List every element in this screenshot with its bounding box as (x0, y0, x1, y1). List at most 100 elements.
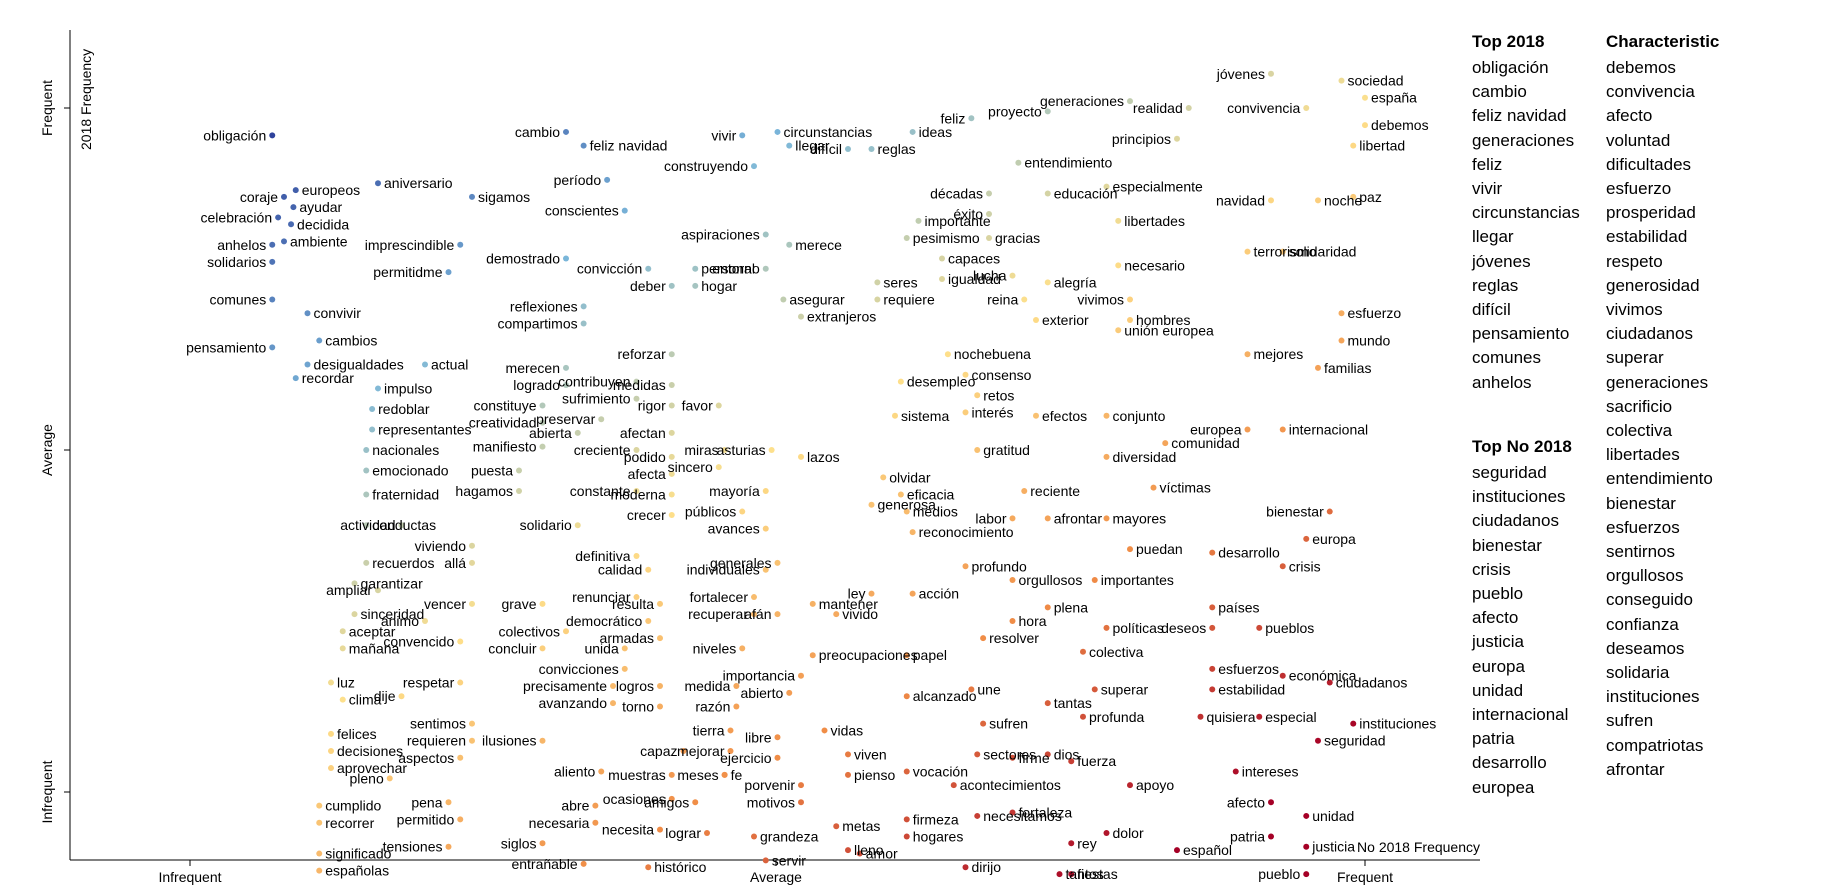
data-point[interactable] (469, 559, 475, 566)
data-point[interactable] (668, 402, 675, 409)
word-label[interactable]: apoyo (1136, 777, 1174, 793)
word-label[interactable]: aspiraciones (681, 227, 760, 243)
word-label[interactable]: especial (1265, 709, 1316, 725)
word-label[interactable]: interés (972, 404, 1014, 420)
data-point[interactable] (1015, 159, 1022, 166)
data-point[interactable] (1338, 77, 1345, 84)
word-label[interactable]: gratitud (983, 442, 1030, 458)
word-label[interactable]: importantes (1101, 572, 1174, 588)
data-point[interactable] (786, 241, 793, 248)
word-label[interactable]: sinceridad (361, 606, 425, 622)
word-label[interactable]: afectan (620, 425, 666, 441)
word-label[interactable]: igualdad (948, 271, 1001, 287)
word-label[interactable]: sincero (668, 459, 713, 475)
data-point[interactable] (845, 847, 851, 854)
data-point[interactable] (1315, 737, 1321, 744)
data-point[interactable] (668, 771, 675, 778)
word-label[interactable]: vivimos (1077, 292, 1124, 308)
word-label[interactable]: colectiva (1089, 644, 1144, 660)
data-point[interactable] (457, 679, 464, 686)
list-item[interactable]: europa (1472, 656, 1525, 676)
data-point[interactable] (288, 221, 295, 228)
list-item[interactable]: generaciones (1472, 130, 1575, 150)
word-label[interactable]: dije (374, 688, 396, 704)
word-label[interactable]: quisiera (1207, 709, 1256, 725)
word-label[interactable]: alegría (1054, 274, 1097, 290)
word-label[interactable]: resolver (989, 630, 1039, 646)
data-point[interactable] (1256, 713, 1263, 720)
word-label[interactable]: unión europea (1124, 322, 1214, 338)
data-point[interactable] (580, 860, 587, 867)
word-label[interactable]: renunciar (572, 589, 631, 605)
data-point[interactable] (668, 795, 675, 802)
word-label[interactable]: firme (1019, 750, 1050, 766)
list-item[interactable]: jóvenes (1472, 251, 1531, 271)
data-point[interactable] (1362, 94, 1368, 101)
word-label[interactable]: requiere (883, 292, 935, 308)
word-label[interactable]: familias (1324, 360, 1371, 376)
data-point[interactable] (369, 405, 376, 412)
list-item[interactable]: solidaria (1606, 663, 1670, 683)
word-label[interactable]: nochebuena (954, 346, 1031, 362)
data-point[interactable] (592, 802, 599, 809)
word-label[interactable]: viviendo (415, 538, 467, 554)
word-label[interactable]: vidas (831, 722, 864, 738)
word-label[interactable]: necesita (602, 822, 654, 838)
word-label[interactable]: porvenir (744, 777, 795, 793)
word-label[interactable]: coraje (240, 189, 278, 205)
word-label[interactable]: europea (1190, 421, 1242, 437)
word-label[interactable]: internacional (1289, 421, 1368, 437)
data-point[interactable] (1068, 840, 1075, 847)
data-point[interactable] (1232, 768, 1239, 775)
word-label[interactable]: ciudadanos (1336, 675, 1408, 691)
word-label[interactable]: necesario (1124, 257, 1185, 273)
data-point[interactable] (304, 361, 311, 368)
data-point[interactable] (833, 611, 840, 618)
word-label[interactable]: realidad (1133, 100, 1183, 116)
word-label[interactable]: eficacia (907, 486, 955, 502)
data-point[interactable] (733, 682, 740, 689)
data-point[interactable] (1009, 618, 1016, 624)
data-point[interactable] (915, 217, 922, 224)
word-label[interactable]: efectos (1042, 408, 1087, 424)
data-point[interactable] (1350, 193, 1357, 200)
data-point[interactable] (375, 180, 381, 187)
word-label[interactable]: recuperar (688, 606, 748, 622)
word-label[interactable]: entendimiento (1024, 155, 1112, 171)
word-label[interactable]: une (977, 681, 1001, 697)
data-point[interactable] (1279, 563, 1286, 570)
word-label[interactable]: avanzando (538, 695, 607, 711)
data-point[interactable] (339, 628, 346, 635)
data-point[interactable] (903, 816, 910, 823)
data-point[interactable] (1268, 197, 1274, 204)
word-label[interactable]: gracias (995, 230, 1040, 246)
word-label[interactable]: mayoría (709, 483, 760, 499)
data-point[interactable] (1021, 488, 1028, 495)
word-label[interactable]: españolas (325, 863, 389, 879)
word-label[interactable]: estabilidad (1218, 681, 1285, 697)
data-point[interactable] (657, 635, 663, 642)
data-point[interactable] (645, 864, 652, 871)
word-label[interactable]: merece (795, 237, 842, 253)
data-point[interactable] (469, 600, 475, 607)
word-label[interactable]: significado (325, 846, 391, 862)
data-point[interactable] (1350, 142, 1357, 149)
word-label[interactable]: económica (1289, 668, 1357, 684)
word-label[interactable]: afán (744, 606, 771, 622)
word-label[interactable]: generales (710, 555, 772, 571)
word-label[interactable]: importante (925, 213, 991, 229)
data-point[interactable] (574, 522, 581, 529)
data-point[interactable] (281, 193, 287, 200)
data-point[interactable] (974, 392, 981, 399)
data-point[interactable] (1244, 351, 1251, 358)
word-label[interactable]: públicos (685, 504, 736, 520)
data-point[interactable] (668, 470, 675, 477)
list-item[interactable]: sufren (1606, 711, 1654, 731)
data-point[interactable] (751, 163, 757, 170)
data-point[interactable] (903, 693, 910, 700)
data-point[interactable] (1209, 686, 1216, 693)
data-point[interactable] (845, 751, 851, 758)
data-point[interactable] (774, 128, 781, 135)
word-label[interactable]: democrático (566, 613, 642, 629)
list-item[interactable]: ciudadanos (1606, 324, 1693, 344)
